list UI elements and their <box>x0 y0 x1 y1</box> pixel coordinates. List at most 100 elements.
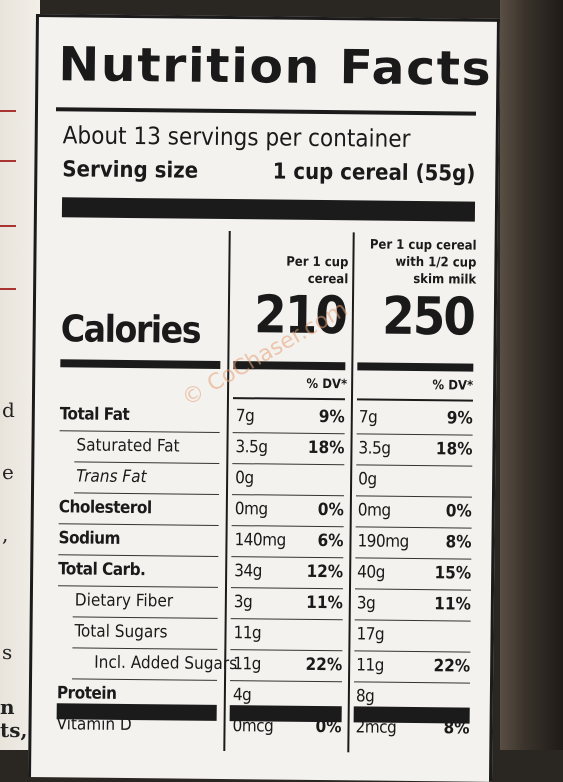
side-red-line <box>0 110 16 112</box>
title-rule <box>55 107 477 116</box>
row-divider <box>230 618 343 621</box>
row-divider <box>72 616 218 619</box>
row-divider <box>355 495 472 498</box>
row-divider <box>356 433 473 436</box>
column-1-header: Per 1 cup cereal <box>286 254 349 289</box>
row-divider <box>231 494 344 497</box>
nutrient-dv-col1: 6% <box>317 530 344 552</box>
thick-rule-bottom <box>56 703 217 721</box>
row-divider <box>72 678 218 681</box>
column-header-line: Per 1 cup <box>286 254 349 271</box>
side-red-line <box>0 225 16 227</box>
row-divider <box>73 492 219 495</box>
nutrient-amount-col1: 3g <box>233 592 253 613</box>
row-divider <box>355 526 472 529</box>
nutrient-amount-col1: 11g <box>233 654 261 675</box>
nutrient-amount-col1: 3.5g <box>235 437 268 458</box>
row-divider <box>72 647 218 650</box>
row-divider <box>59 430 220 433</box>
nutrient-dv-col2: 22% <box>433 656 471 677</box>
row-divider <box>232 432 345 435</box>
side-text: d e, s n ts, <box>0 0 40 750</box>
nutrient-amount-col2: 17g <box>356 624 385 645</box>
calories-rule-left <box>60 359 221 369</box>
dv-rule-col1 <box>232 397 345 401</box>
side-letter: n <box>0 695 15 719</box>
row-divider <box>74 461 220 464</box>
servings-per-container: About 13 servings per container <box>62 121 411 153</box>
side-letter: e <box>2 460 14 484</box>
thick-rule-bottom <box>229 705 342 723</box>
nutrient-name: Sodium <box>58 528 121 549</box>
nutrient-amount-col1: 7g <box>235 406 255 427</box>
nutrient-name: Total Sugars <box>74 621 168 643</box>
nutrient-amount-col2: 3.5g <box>358 438 391 459</box>
background-right <box>500 0 563 750</box>
row-divider <box>354 619 471 622</box>
row-divider <box>354 588 471 591</box>
side-letter: ts, <box>0 718 28 742</box>
nutrient-amount-col2: 11g <box>356 655 384 676</box>
nutrient-amount-col1: 34g <box>234 561 262 582</box>
side-letter: , <box>2 522 9 546</box>
calories-rule-col2 <box>357 362 474 372</box>
nutrient-dv-col1: 11% <box>306 592 343 614</box>
nutrient-amount-col2: 8g <box>355 686 375 707</box>
nutrition-facts-panel: Nutrition Facts About 13 servings per co… <box>28 14 500 782</box>
side-red-line <box>0 288 16 290</box>
nutrient-name: Protein <box>56 683 117 704</box>
nutrient-dv-col2: 0% <box>445 501 472 522</box>
serving-size-value: 1 cup cereal (55g) <box>272 159 476 187</box>
nutrient-amount-col2: 0g <box>358 469 377 490</box>
nutrient-amount-col1: 4g <box>232 685 252 706</box>
nutrient-dv-col2: 15% <box>434 563 472 584</box>
nutrient-dv-col1: 12% <box>306 561 344 583</box>
nutrient-dv-col2: 9% <box>446 408 473 429</box>
thick-rule-bottom <box>353 706 470 724</box>
nutrient-rows: Total Fat 7g 9% 7g 9% Saturated Fat 3.5g 18% 3.5… <box>39 17 497 738</box>
nutrient-name: Saturated Fat <box>76 435 180 457</box>
row-divider <box>232 463 345 466</box>
side-letter: d <box>2 398 15 422</box>
nutrient-amount-col1: 0mg <box>234 499 268 520</box>
serving-size-label: Serving size <box>62 157 199 184</box>
row-divider <box>58 523 219 526</box>
nutrient-amount-col2: 7g <box>358 407 378 428</box>
row-divider <box>231 556 344 559</box>
nutrient-dv-col1: 18% <box>307 437 345 459</box>
side-red-line <box>0 160 16 162</box>
nutrient-amount-col2: 0mg <box>357 500 391 521</box>
row-divider <box>58 585 219 588</box>
column-header-line: Per 1 cup cereal <box>369 237 477 254</box>
nutrient-amount-col2: 3g <box>356 593 376 614</box>
calories-label: Calories <box>60 307 201 352</box>
row-divider <box>356 464 473 467</box>
nutrient-dv-col1: 22% <box>305 654 343 676</box>
nutrient-amount-col1: 0g <box>235 468 254 489</box>
nutrient-name: Dietary Fiber <box>74 590 174 612</box>
dv-header-col1: % DV* <box>306 376 348 393</box>
side-letter: s <box>2 640 13 664</box>
nutrient-amount-col1: 140mg <box>234 530 286 551</box>
dv-header-col2: % DV* <box>432 378 474 394</box>
row-divider <box>354 681 471 684</box>
row-divider <box>231 525 344 528</box>
thick-rule-top <box>61 197 476 222</box>
column-header-line: with 1/2 cup <box>395 254 477 271</box>
nutrient-amount-col2: 40g <box>357 562 385 583</box>
nutrient-name: Cholesterol <box>58 497 152 519</box>
nutrient-dv-col2: 11% <box>434 594 471 615</box>
column-2-header: Per 1 cup cereal with 1/2 cup skim milk <box>369 237 477 289</box>
nutrient-name: Total Fat <box>59 404 130 425</box>
row-divider <box>355 557 472 560</box>
nutrient-amount-col2: 190mg <box>357 531 409 552</box>
row-divider <box>230 649 343 652</box>
nutrient-amount-col1: 11g <box>233 623 262 644</box>
nutrient-name: Incl. Added Sugars <box>94 652 238 675</box>
dv-rule-col2 <box>356 398 473 402</box>
row-divider <box>230 680 343 683</box>
column-divider-2 <box>347 232 355 753</box>
nutrient-name: Total Carb. <box>58 559 146 581</box>
row-divider <box>58 554 219 557</box>
row-divider <box>354 650 471 653</box>
